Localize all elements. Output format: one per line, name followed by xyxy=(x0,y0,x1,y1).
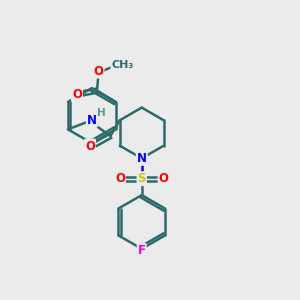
Text: O: O xyxy=(85,140,95,153)
Text: F: F xyxy=(138,244,146,257)
Text: CH₃: CH₃ xyxy=(111,60,134,70)
Text: N: N xyxy=(87,114,97,127)
Text: O: O xyxy=(115,172,125,185)
Text: O: O xyxy=(72,88,82,101)
Text: O: O xyxy=(94,65,103,78)
Text: O: O xyxy=(158,172,169,185)
Text: H: H xyxy=(97,108,106,118)
Text: S: S xyxy=(137,172,146,185)
Text: N: N xyxy=(137,152,147,165)
